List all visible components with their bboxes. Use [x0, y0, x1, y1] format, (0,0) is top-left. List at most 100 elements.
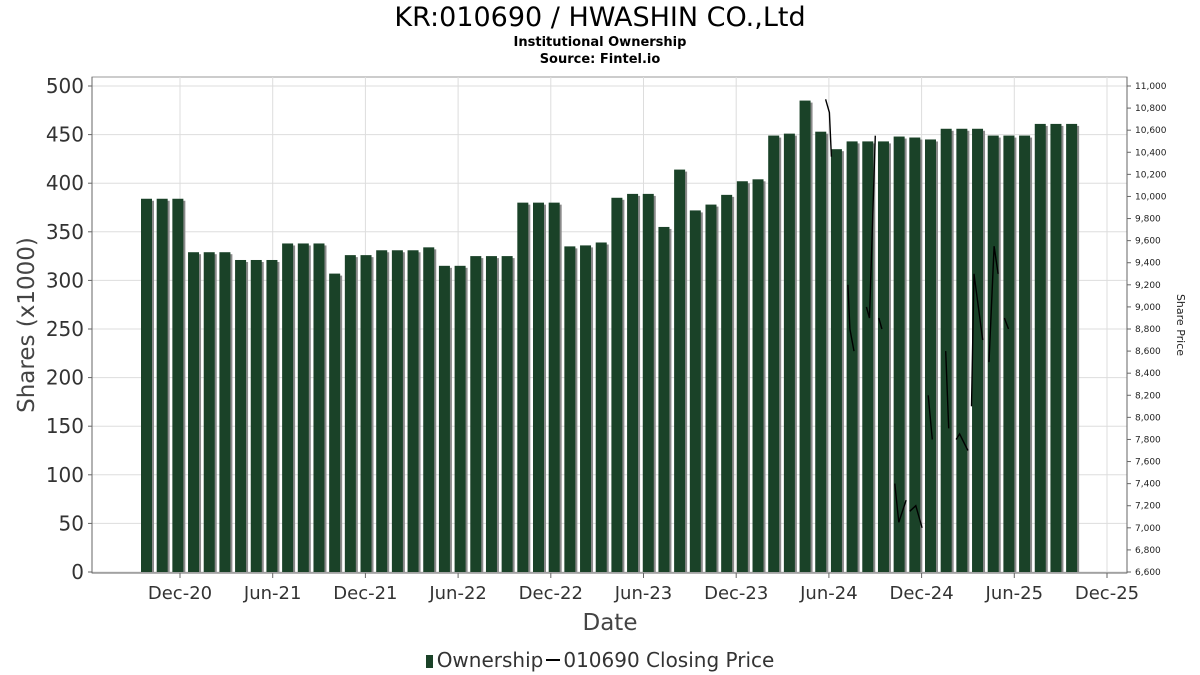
- ownership-bar: [203, 252, 215, 572]
- ownership-bar: [548, 202, 560, 572]
- ownership-bar: [454, 265, 466, 572]
- ownership-bar: [1050, 123, 1062, 573]
- ownership-bar: [595, 242, 607, 572]
- y2-tick-label: 7,200: [1135, 502, 1161, 512]
- ownership-bar: [721, 194, 733, 572]
- x-tick-label: Dec-23: [704, 583, 768, 604]
- chart-title: KR:010690 / HWASHIN CO.,Ltd: [394, 2, 806, 33]
- ownership-bar: [344, 255, 356, 573]
- ownership-bar: [376, 250, 388, 572]
- y-axis-title: Shares (x1000): [14, 237, 40, 413]
- ownership-bar: [533, 202, 544, 572]
- ownership-bar: [1003, 135, 1015, 572]
- x-tick-label: Jun-21: [243, 583, 302, 604]
- y2-tick-label: 11,000: [1135, 82, 1167, 92]
- price-line: [847, 284, 855, 352]
- price-line: [824, 99, 833, 157]
- ownership-bar: [689, 210, 701, 572]
- x-tick-label: Jun-22: [428, 583, 487, 604]
- price-line: [927, 395, 933, 440]
- y2-tick-label: 7,400: [1135, 480, 1161, 490]
- y2-tick-label: 6,800: [1135, 546, 1161, 556]
- x-tick-label: Dec-24: [889, 583, 953, 604]
- y2-tick-label: 9,000: [1135, 303, 1161, 313]
- ownership-bar: [972, 128, 984, 572]
- ownership-bar: [940, 128, 952, 572]
- x-tick-label: Dec-20: [148, 583, 212, 604]
- ownership-bar: [862, 141, 874, 573]
- y-tick-label: 100: [46, 463, 84, 487]
- y-tick-label: 150: [46, 414, 84, 438]
- legend-ownership-label: Ownership: [436, 648, 544, 672]
- price-line: [955, 432, 969, 451]
- ownership-bar: [877, 141, 889, 573]
- ownership-bar: [815, 131, 827, 572]
- ownership-bar: [235, 259, 247, 572]
- ownership-bar: [219, 252, 231, 572]
- x-tick-label: Dec-25: [1075, 583, 1139, 604]
- ownership-bar: [658, 226, 670, 572]
- price-line: [945, 351, 950, 429]
- ownership-bar: [423, 247, 435, 573]
- ownership-bar: [909, 137, 921, 573]
- x-tick-label: Dec-21: [333, 583, 397, 604]
- y-tick-label: 200: [46, 366, 84, 390]
- y2-tick-label: 8,400: [1135, 369, 1161, 379]
- price-line: [970, 273, 984, 407]
- ownership-bar: [360, 255, 372, 573]
- ownership-bar: [642, 193, 654, 572]
- ownership-bar: [768, 135, 780, 572]
- ownership-bar: [783, 133, 795, 573]
- ownership-bar: [470, 256, 482, 572]
- ownership-bar: [250, 259, 262, 572]
- ownership-bar: [282, 243, 294, 573]
- ownership-bar: [329, 273, 341, 572]
- ownership-bar: [391, 250, 403, 572]
- y2-tick-label: 8,200: [1135, 391, 1161, 401]
- legend-ownership-swatch: [425, 655, 433, 668]
- y2-tick-label: 9,800: [1135, 215, 1161, 225]
- y2-tick-label: 7,600: [1135, 458, 1161, 468]
- y2-tick-label: 10,000: [1135, 192, 1167, 202]
- y2-tick-label: 10,200: [1135, 170, 1167, 180]
- y-tick-label: 0: [71, 560, 84, 584]
- ownership-bar: [407, 250, 419, 572]
- x-tick-label: Jun-24: [799, 583, 858, 604]
- ownership-bar: [674, 169, 686, 573]
- ownership-bar: [1066, 123, 1078, 573]
- x-axis-title: Date: [583, 610, 638, 636]
- ownership-bar: [501, 256, 513, 572]
- y-tick-label: 50: [59, 511, 84, 535]
- price-line: [865, 135, 876, 319]
- ownership-bar: [799, 100, 811, 572]
- ownership-bar: [297, 243, 309, 573]
- chart-legend: Ownership 010690 Closing Price: [0, 648, 1200, 672]
- ownership-bar: [172, 198, 184, 572]
- y2-tick-label: 9,600: [1135, 237, 1161, 247]
- y2-tick-label: 8,800: [1135, 325, 1161, 335]
- y2-tick-label: 9,400: [1135, 259, 1161, 269]
- price-line: [988, 246, 999, 363]
- ownership-bar: [141, 198, 152, 572]
- y-tick-label: 500: [46, 74, 84, 98]
- y-tick-label: 350: [46, 220, 84, 244]
- y2-tick-label: 9,200: [1135, 281, 1161, 291]
- y2-axis-title: Share Price: [1174, 294, 1187, 356]
- ownership-bar: [830, 149, 842, 572]
- ownership-bar: [846, 141, 858, 573]
- ownership-bar: [485, 256, 497, 572]
- y2-tick-label: 8,000: [1135, 413, 1161, 423]
- ownership-bar: [736, 181, 748, 573]
- y2-tick-label: 10,400: [1135, 148, 1167, 158]
- ownership-bar: [1034, 123, 1046, 573]
- y2-tick-label: 8,600: [1135, 347, 1161, 357]
- price-line: [1003, 317, 1010, 330]
- legend-price-swatch: [546, 659, 561, 661]
- ownership-bar: [438, 265, 450, 572]
- y-tick-label: 450: [46, 123, 84, 147]
- y-tick-label: 400: [46, 171, 84, 195]
- ownership-bar: [752, 179, 764, 572]
- ownership-bar: [956, 128, 968, 572]
- ownership-bar: [313, 243, 325, 573]
- ownership-bar: [580, 245, 592, 572]
